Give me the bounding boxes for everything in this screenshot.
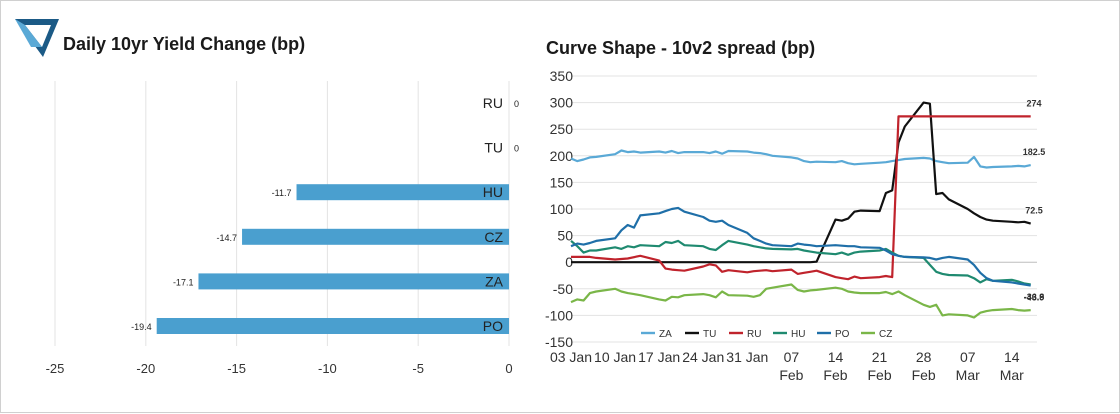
y-tick-label: 150	[550, 174, 574, 190]
bar-x-tick-label: -25	[46, 361, 65, 376]
x-tick-label: 14	[828, 349, 844, 365]
bar-value-label: 0	[514, 99, 519, 109]
y-tick-label: 50	[557, 228, 573, 244]
x-tick-label: 21	[872, 349, 888, 365]
bar-za	[198, 273, 510, 290]
bar-x-tick-label: -5	[412, 361, 424, 376]
series-line-ru	[571, 115, 1031, 281]
bar-value-label: -17.1	[173, 277, 194, 287]
y-tick-label: -100	[545, 307, 573, 323]
bar-category-label: RU	[483, 95, 503, 111]
x-tick-label: 28	[916, 349, 932, 365]
series-line-hu	[570, 239, 1031, 286]
bar-category-label: PO	[483, 318, 503, 334]
legend-label: TU	[703, 329, 716, 340]
bar-value-label: -14.7	[217, 233, 238, 243]
x-tick-label: 31 Jan	[726, 349, 768, 365]
y-tick-label: 100	[550, 201, 574, 217]
bar-value-label: -11.7	[272, 188, 292, 198]
end-value-label: -36.8	[1024, 292, 1045, 302]
x-tick-label: Mar	[1000, 367, 1024, 383]
y-tick-label: 200	[550, 148, 574, 164]
bar-category-label: ZA	[485, 273, 504, 289]
x-tick-label: Feb	[868, 367, 892, 383]
bar-category-label: TU	[484, 140, 503, 156]
x-tick-label: Feb	[912, 367, 936, 383]
legend-label: HU	[791, 329, 805, 340]
bar-cz	[242, 228, 509, 245]
x-tick-label: 07	[960, 349, 976, 365]
bar-x-tick-label: -10	[318, 361, 337, 376]
end-value-label: 274	[1026, 98, 1041, 108]
bar-value-label: -19.4	[131, 322, 152, 332]
x-tick-label: Feb	[779, 367, 803, 383]
x-tick-label: 03 Jan	[550, 349, 592, 365]
x-tick-label: 24 Jan	[682, 349, 724, 365]
series-line-za	[570, 149, 1031, 169]
x-tick-label: 14	[1004, 349, 1020, 365]
x-tick-label: Feb	[823, 367, 847, 383]
series-line-po	[570, 206, 1031, 287]
series-line-cz	[570, 283, 1031, 319]
legend-label: CZ	[879, 329, 892, 340]
x-tick-label: 10 Jan	[594, 349, 636, 365]
bar-category-label: HU	[483, 184, 503, 200]
series-line-tu	[571, 101, 1032, 264]
bar-x-tick-label: -15	[227, 361, 246, 376]
company-logo-icon	[15, 19, 59, 57]
left-chart-title: Daily 10yr Yield Change (bp)	[63, 34, 306, 54]
legend-label: PO	[835, 329, 850, 340]
y-tick-label: -50	[553, 281, 573, 297]
x-tick-label: 17 Jan	[638, 349, 680, 365]
end-value-label: 182.5	[1023, 147, 1046, 157]
bar-x-tick-label: -20	[136, 361, 155, 376]
right-chart-title: Curve Shape - 10v2 spread (bp)	[546, 38, 816, 58]
y-tick-label: 0	[565, 254, 573, 270]
bar-hu	[296, 184, 509, 201]
legend-label: ZA	[659, 329, 672, 340]
yield-change-bar-chart: RU 0 TU 0 HU -11.7 CZ -14.7 ZA -17.1 PO -19.4 -25 -2…	[46, 81, 519, 376]
y-tick-label: -150	[545, 334, 573, 350]
end-value-label: 72.5	[1025, 206, 1043, 216]
x-tick-label: Mar	[956, 367, 980, 383]
bar-x-tick-label: 0	[505, 361, 512, 376]
bar-value-label: 0	[514, 144, 519, 154]
y-tick-label: 350	[550, 68, 574, 84]
x-tick-label: 07	[784, 349, 800, 365]
end-value-label: -43.9	[1024, 293, 1045, 303]
y-tick-label: 300	[550, 95, 574, 111]
y-tick-label: 250	[550, 121, 574, 137]
bar-category-label: CZ	[484, 229, 503, 245]
legend-label: RU	[747, 329, 761, 340]
bar-po	[156, 318, 510, 334]
